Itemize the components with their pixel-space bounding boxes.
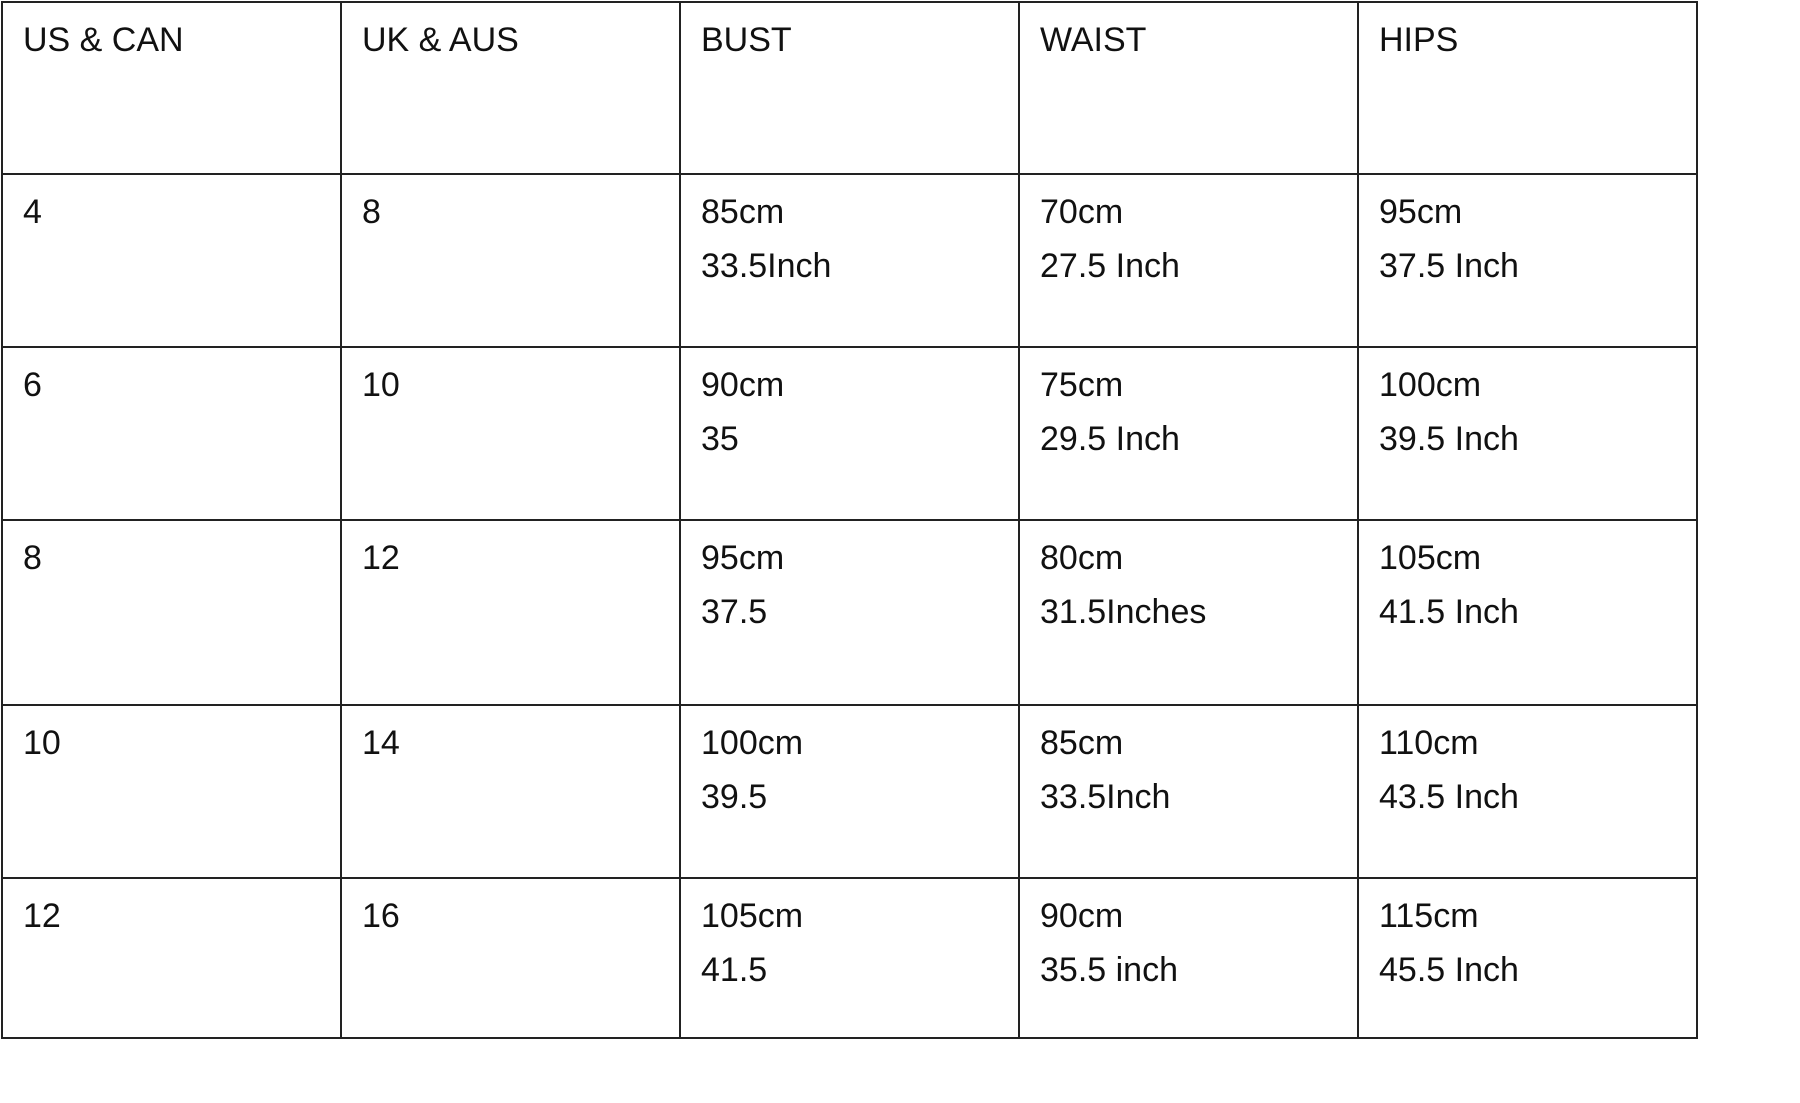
size-value: 8 [362, 193, 381, 231]
header-row: US & CAN UK & AUS BUST WAIST HIPS [1, 1, 1698, 175]
inch-value: 29.5 Inch [1040, 420, 1180, 458]
table-row: 12 16 105cm 41.5 90cm 35.5 inch 115cm 45.5 Inch [1, 877, 1698, 1039]
waist-cell: 80cm 31.5Inches [1018, 519, 1359, 706]
uk-size: 16 [340, 877, 681, 1039]
cm-value: 90cm [701, 366, 785, 404]
header-hips: HIPS [1357, 1, 1698, 175]
bust-cell: 105cm 41.5 [679, 877, 1020, 1039]
inch-value: 39.5 Inch [1379, 420, 1519, 458]
cm-value: 115cm [1379, 897, 1479, 935]
header-uk-aus: UK & AUS [340, 1, 681, 175]
waist-cell: 90cm 35.5 inch [1018, 877, 1359, 1039]
hips-cell: 95cm 37.5 Inch [1357, 173, 1698, 348]
cm-value: 85cm [1040, 724, 1124, 762]
inch-value: 33.5Inch [1040, 778, 1171, 816]
uk-size: 8 [340, 173, 681, 348]
table-row: 4 8 85cm 33.5Inch 70cm 27.5 Inch 95cm 37.5 Inch [1, 173, 1698, 348]
hips-cell: 100cm 39.5 Inch [1357, 346, 1698, 521]
size-value: 8 [23, 539, 42, 577]
us-size: 6 [1, 346, 342, 521]
cm-value: 95cm [701, 539, 785, 577]
table-row: 10 14 100cm 39.5 85cm 33.5Inch 110cm 43.5 Inch [1, 704, 1698, 879]
inch-value: 33.5Inch [701, 247, 832, 285]
cm-value: 105cm [1379, 539, 1482, 577]
size-value: 6 [23, 366, 42, 404]
inch-value: 37.5 [701, 593, 768, 631]
size-value: 12 [362, 539, 400, 577]
cm-value: 70cm [1040, 193, 1124, 231]
inch-value: 43.5 Inch [1379, 778, 1519, 816]
size-chart-table: US & CAN UK & AUS BUST WAIST HIPS 4 8 85cm… [1, 1, 1698, 1039]
inch-value: 39.5 [701, 778, 768, 816]
hips-cell: 110cm 43.5 Inch [1357, 704, 1698, 879]
hips-cell: 115cm 45.5 Inch [1357, 877, 1698, 1039]
cm-value: 110cm [1379, 724, 1479, 762]
hips-cell: 105cm 41.5 Inch [1357, 519, 1698, 706]
uk-size: 14 [340, 704, 681, 879]
waist-cell: 75cm 29.5 Inch [1018, 346, 1359, 521]
uk-size: 12 [340, 519, 681, 706]
us-size: 12 [1, 877, 342, 1039]
cm-value: 95cm [1379, 193, 1463, 231]
waist-cell: 70cm 27.5 Inch [1018, 173, 1359, 348]
us-size: 4 [1, 173, 342, 348]
size-value: 12 [23, 897, 61, 935]
size-value: 14 [362, 724, 400, 762]
inch-value: 41.5 Inch [1379, 593, 1519, 631]
inch-value: 41.5 [701, 951, 768, 989]
cm-value: 100cm [1379, 366, 1482, 404]
size-value: 4 [23, 193, 42, 231]
inch-value: 35.5 inch [1040, 951, 1178, 989]
header-bust: BUST [679, 1, 1020, 175]
us-size: 10 [1, 704, 342, 879]
us-size: 8 [1, 519, 342, 706]
size-value: 10 [23, 724, 61, 762]
header-us-can: US & CAN [1, 1, 342, 175]
table-row: 6 10 90cm 35 75cm 29.5 Inch 100cm 39.5 Inch [1, 346, 1698, 521]
cm-value: 105cm [701, 897, 804, 935]
cm-value: 85cm [701, 193, 785, 231]
table-row: 8 12 95cm 37.5 80cm 31.5Inches 105cm 41.5 Inch [1, 519, 1698, 706]
inch-value: 35 [701, 420, 739, 458]
bust-cell: 85cm 33.5Inch [679, 173, 1020, 348]
size-value: 16 [362, 897, 400, 935]
cm-value: 100cm [701, 724, 804, 762]
waist-cell: 85cm 33.5Inch [1018, 704, 1359, 879]
header-waist: WAIST [1018, 1, 1359, 175]
bust-cell: 95cm 37.5 [679, 519, 1020, 706]
inch-value: 45.5 Inch [1379, 951, 1519, 989]
cm-value: 90cm [1040, 897, 1124, 935]
cm-value: 80cm [1040, 539, 1124, 577]
cm-value: 75cm [1040, 366, 1124, 404]
uk-size: 10 [340, 346, 681, 521]
bust-cell: 100cm 39.5 [679, 704, 1020, 879]
bust-cell: 90cm 35 [679, 346, 1020, 521]
inch-value: 27.5 Inch [1040, 247, 1180, 285]
inch-value: 31.5Inches [1040, 593, 1207, 631]
inch-value: 37.5 Inch [1379, 247, 1519, 285]
size-value: 10 [362, 366, 400, 404]
